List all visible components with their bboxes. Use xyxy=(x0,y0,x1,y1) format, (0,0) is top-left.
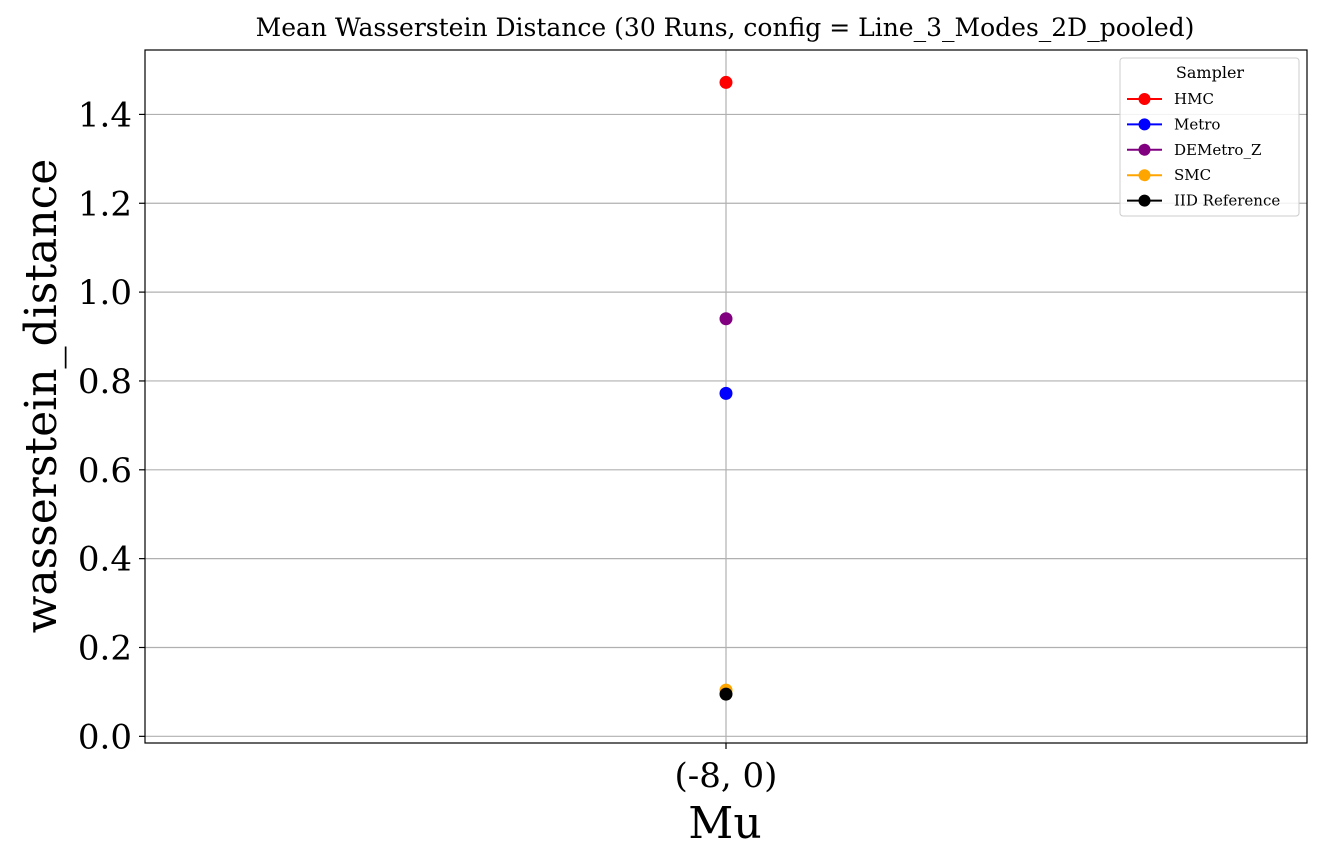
y-tick-label: 0.4 xyxy=(78,540,132,580)
y-tick-label: 0.6 xyxy=(78,451,132,491)
axes-layer: 0.0 0.2 0.4 0.6 0.8 1.0 1.2 1.4 (-8, 0) xyxy=(78,95,778,796)
legend-label: IID Reference xyxy=(1174,192,1280,210)
legend-label: SMC xyxy=(1174,166,1211,184)
point-demetro-z xyxy=(719,312,733,326)
point-hmc xyxy=(719,75,733,89)
y-tick-label: 0.8 xyxy=(78,362,132,402)
legend-marker xyxy=(1138,194,1151,207)
y-tick-label: 1.0 xyxy=(78,273,132,313)
x-axis-label: Mu xyxy=(688,798,761,849)
y-tick-label: 1.2 xyxy=(78,184,132,224)
legend-entries: HMC Metro DEMetro_Z SMC IID Reference xyxy=(1127,90,1280,210)
y-tick-label: 1.4 xyxy=(78,95,132,135)
legend-marker xyxy=(1138,93,1151,105)
legend-label: HMC xyxy=(1174,90,1214,108)
chart-title: Mean Wasserstein Distance (30 Runs, conf… xyxy=(256,13,1195,42)
point-metro xyxy=(719,386,733,400)
y-tick-label: 0.0 xyxy=(78,717,132,757)
legend-label: Metro xyxy=(1174,115,1220,133)
legend-box xyxy=(1119,57,1300,217)
legend-marker xyxy=(1138,143,1151,156)
point-iid-reference xyxy=(719,687,733,701)
legend-label: DEMetro_Z xyxy=(1174,141,1261,159)
y-axis-label: wasserstein_distance xyxy=(16,159,67,634)
legend-title: Sampler xyxy=(1176,63,1245,82)
y-tick-label: 0.2 xyxy=(78,628,132,668)
legend: Sampler HMC Metro DEMetro_Z SMC IID Referenc… xyxy=(1119,57,1300,217)
x-tick-label: (-8, 0) xyxy=(675,756,778,796)
legend-marker xyxy=(1138,118,1151,131)
legend-marker xyxy=(1138,169,1151,182)
points-layer xyxy=(719,75,733,701)
